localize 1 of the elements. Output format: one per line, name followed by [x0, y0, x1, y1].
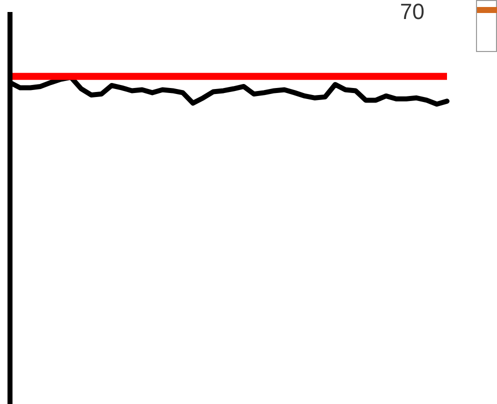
- text: 70: [400, 0, 424, 24]
